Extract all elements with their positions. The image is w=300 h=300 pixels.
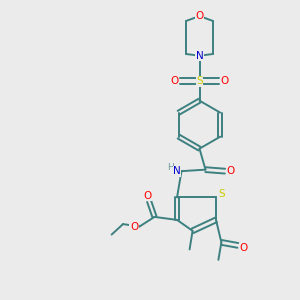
Text: O: O bbox=[170, 76, 179, 86]
Text: N: N bbox=[173, 166, 181, 176]
Text: O: O bbox=[239, 243, 248, 254]
Text: S: S bbox=[196, 76, 203, 86]
Text: O: O bbox=[226, 166, 235, 176]
Text: O: O bbox=[195, 11, 204, 21]
Text: O: O bbox=[220, 76, 229, 86]
Text: O: O bbox=[130, 222, 138, 232]
Text: N: N bbox=[196, 51, 203, 61]
Text: O: O bbox=[143, 191, 152, 201]
Text: H: H bbox=[167, 163, 173, 172]
Text: S: S bbox=[218, 189, 225, 200]
